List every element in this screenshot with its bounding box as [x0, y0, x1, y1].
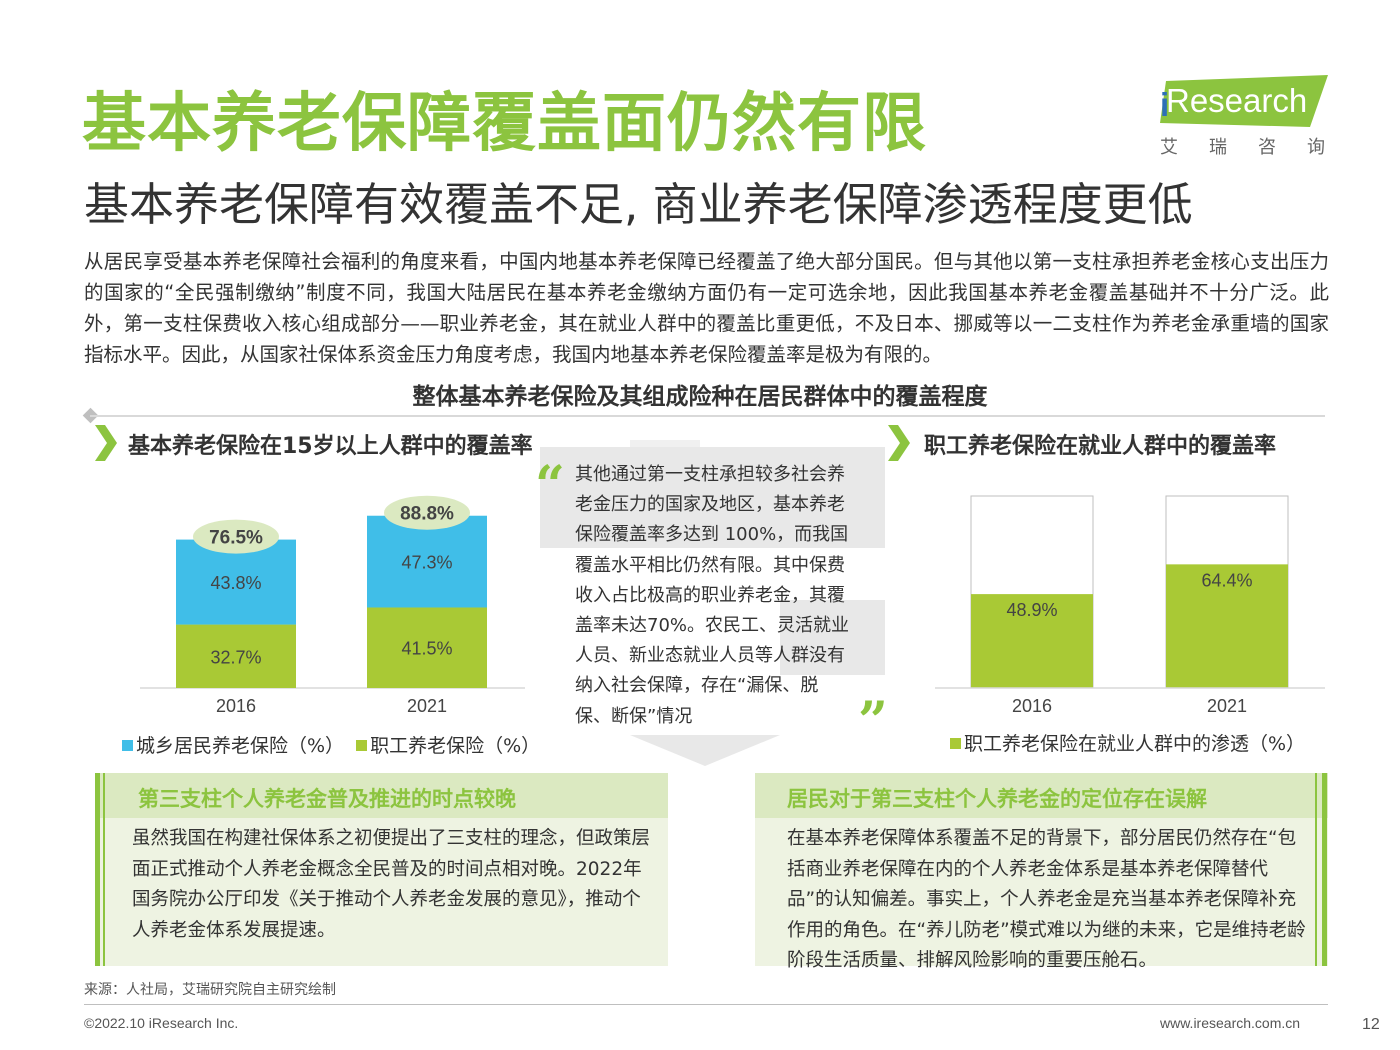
legend-swatch-green	[356, 740, 368, 751]
legend-swatch-blue	[122, 740, 133, 751]
footer-divider	[84, 1004, 1328, 1005]
page-number: 12	[1362, 1016, 1380, 1033]
legend-label: 职工养老保险（%）	[370, 735, 541, 757]
chevron-right-icon	[888, 425, 910, 461]
website-link[interactable]: www.iresearch.com.cn	[1160, 1015, 1301, 1031]
left-chart-legend: 城乡居民养老保险（%） 职工养老保险（%）	[122, 731, 540, 758]
legend-label: 职工养老保险在就业人群中的渗透（%）	[964, 733, 1306, 755]
page-title: 基本养老保障覆盖面仍然有限	[82, 87, 927, 161]
chevron-right-icon	[95, 425, 117, 461]
data-label: 48.9%	[1006, 600, 1057, 620]
intro-paragraph: 从居民享受基本养老保障社会福利的角度来看，中国内地基本养老保障已经覆盖了绝大部分…	[84, 250, 1329, 366]
logo-chinese-name: 艾瑞咨询	[1160, 137, 1356, 158]
box-header	[95, 773, 668, 818]
total-badge	[384, 495, 470, 530]
left-box-title: 第三支柱个人养老金普及推进的时点较晚	[138, 787, 516, 811]
data-label: 43.8%	[210, 573, 261, 593]
data-label: 47.3%	[401, 553, 452, 573]
bar-outline	[970, 495, 1094, 689]
right-box-text: 在基本养老保障体系覆盖不足的背景下，部分居民仍然存在“包括商业养老保障在内的个人…	[787, 828, 1306, 971]
data-label: 32.7%	[210, 647, 261, 667]
x-tick-label: 2016	[1012, 696, 1052, 716]
bar	[971, 594, 1093, 688]
right-box-title: 居民对于第三支柱个人养老金的定位存在误解	[787, 787, 1207, 811]
page-subtitle: 基本养老保障有效覆盖不足, 商业养老保障渗透程度更低	[84, 178, 1193, 231]
total-label: 76.5%	[209, 528, 263, 549]
x-tick-label: 2016	[216, 696, 256, 716]
left-box-accent	[95, 773, 100, 966]
open-quote-icon: “	[535, 455, 565, 516]
right-bar-chart: 48.9% 2016 64.4% 2021	[935, 495, 1325, 716]
copyright: ©2022.10 iResearch Inc.	[84, 1015, 239, 1031]
bar-segment	[367, 515, 487, 608]
data-label: 41.5%	[401, 639, 452, 659]
right-box-accent-thin	[1315, 773, 1317, 966]
bar-outline	[1165, 495, 1289, 689]
iresearch-logo-shape	[1160, 75, 1328, 127]
source-note: 来源：人社局，艾瑞研究院自主研究绘制	[84, 982, 336, 998]
bar	[1166, 564, 1288, 688]
right-insight-box: 居民对于第三支柱个人养老金的定位存在误解 在基本养老保障体系覆盖不足的背景下，部…	[755, 773, 1328, 971]
total-badge	[193, 519, 279, 554]
right-box-accent	[1322, 773, 1327, 966]
section-title: 整体基本养老保险及其组成险种在居民群体中的覆盖程度	[412, 384, 988, 410]
logo-text: Research	[1166, 82, 1308, 119]
total-label: 88.8%	[400, 504, 454, 525]
quote-text: 其他通过第一支柱承担较多社会养老金压力的国家及地区，基本养老保险覆盖率多达到 1…	[575, 464, 850, 727]
left-box-accent-thin	[103, 773, 105, 966]
legend-label: 城乡居民养老保险（%）	[136, 735, 345, 757]
section-divider	[90, 415, 1325, 417]
left-insight-box: 第三支柱个人养老金普及推进的时点较晚 虽然我国在构建社保体系之初便提出了三支柱的…	[95, 773, 668, 966]
x-tick-label: 2021	[1207, 696, 1247, 716]
logo-prefix: i	[1160, 86, 1170, 123]
left-stacked-bar-chart: 32.7% 43.8% 76.5% 2016 41.5% 47.3% 88.8% 2021	[140, 495, 525, 716]
x-tick-label: 2021	[407, 696, 447, 716]
bar-segment	[367, 607, 487, 688]
right-chart-title: 职工养老保险在就业人群中的覆盖率	[924, 434, 1277, 459]
legend-swatch-green	[950, 738, 961, 749]
close-quote-icon: ”	[858, 691, 888, 752]
left-chart-title: 基本养老保险在15岁以上人群中的覆盖率	[128, 434, 533, 459]
left-box-text: 虽然我国在构建社保体系之初便提出了三支柱的理念，但政策层面正式推动个人养老金概念…	[132, 828, 651, 941]
bar-segment	[176, 539, 296, 625]
data-label: 64.4%	[1201, 570, 1252, 590]
bar-segment	[176, 624, 296, 688]
right-chart-legend: 职工养老保险在就业人群中的渗透（%）	[950, 729, 1305, 756]
box-header	[755, 773, 1328, 818]
